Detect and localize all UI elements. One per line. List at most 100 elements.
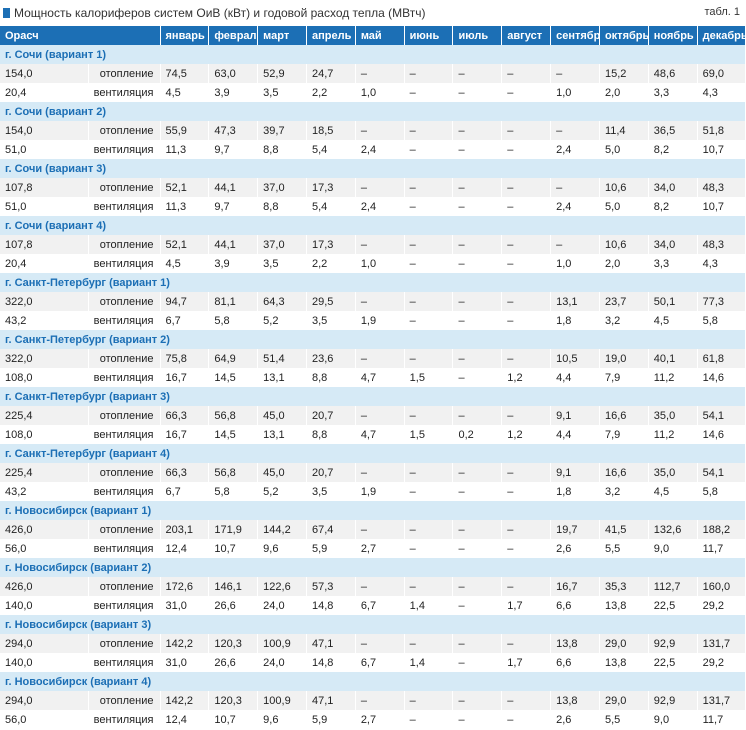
value-cell: – [355,520,405,539]
value-cell: 31,0 [160,596,210,615]
value-cell: 15,2 [599,64,649,83]
value-cell: – [404,292,454,311]
value-cell: 13,8 [550,691,600,710]
group-title: г. Санкт-Петербург (вариант 2) [0,330,746,349]
value-cell: 7,9 [599,425,649,444]
power-cell: 154,0 [0,64,89,83]
group-title: г. Новосибирск (вариант 1) [0,501,746,520]
value-cell: 131,7 [697,634,746,653]
value-cell: 2,4 [355,140,405,159]
value-cell: – [404,577,454,596]
value-cell: – [501,140,552,159]
system-type: вентиляция [88,539,161,558]
value-cell: 4,5 [160,254,210,273]
value-cell: 112,7 [648,577,698,596]
value-cell: 45,0 [257,406,307,425]
value-cell: 7,9 [599,368,649,387]
column-header: август [501,26,552,45]
value-cell: 3,3 [648,254,698,273]
data-row: 20,4 вентиляция 4,5 3,9 3,5 2,2 1,0– – –1,0 2,0 3,… [0,83,746,102]
value-cell: 9,7 [208,197,259,216]
value-cell: 18,5 [306,121,356,140]
data-row: 108,0 вентиляция 16,7 14,5 13,1 8,8 4,7 1,5 0,2 1… [0,425,746,444]
value-cell: 1,9 [355,311,405,330]
value-cell: 13,8 [550,634,600,653]
value-cell: 9,6 [257,539,307,558]
value-cell: 3,9 [208,83,259,102]
value-cell: 1,4 [404,596,454,615]
value-cell: – [501,235,552,254]
value-cell: 75,8 [160,349,210,368]
value-cell: 13,8 [599,653,649,672]
value-cell: 29,2 [697,596,746,615]
value-cell: 120,3 [208,634,259,653]
value-cell: – [452,482,503,501]
value-cell: 48,6 [648,64,698,83]
value-cell: 51,4 [257,349,307,368]
value-cell: 8,8 [306,425,356,444]
group-row: г. Сочи (вариант 1) [0,45,746,64]
data-row: 107,8 отопление 52,1 44,1 37,0 17,3– – – – –10,6 3… [0,178,746,197]
value-cell: 131,7 [697,691,746,710]
value-cell: 20,7 [306,406,356,425]
value-cell: 3,3 [648,83,698,102]
power-cell: 20,4 [0,254,89,273]
value-cell: 13,1 [257,368,307,387]
value-cell: 132,6 [648,520,698,539]
value-cell: 2,4 [550,197,600,216]
value-cell: – [404,311,454,330]
value-cell: – [452,121,503,140]
value-cell: – [550,235,600,254]
value-cell: 29,0 [599,634,649,653]
value-cell: 1,7 [501,596,552,615]
group-title: г. Санкт-Петербург (вариант 4) [0,444,746,463]
value-cell: 8,8 [306,368,356,387]
value-cell: 171,9 [208,520,259,539]
value-cell: 14,5 [208,368,259,387]
group-title: г. Санкт-Петербург (вариант 1) [0,273,746,292]
value-cell: – [404,140,454,159]
data-row: 140,0 вентиляция 31,0 26,6 24,0 14,8 6,7 1,4–1,… [0,596,746,615]
value-cell: 5,2 [257,311,307,330]
group-row: г. Сочи (вариант 2) [0,102,746,121]
value-cell: 3,2 [599,311,649,330]
value-cell: 1,0 [355,83,405,102]
group-row: г. Новосибирск (вариант 4) [0,672,746,691]
value-cell: 6,7 [355,653,405,672]
data-row: 108,0 вентиляция 16,7 14,5 13,1 8,8 4,7 1,5–1,2… [0,368,746,387]
system-type: вентиляция [88,83,161,102]
column-header: июль [452,26,503,45]
value-cell: – [404,349,454,368]
value-cell: 1,8 [550,482,600,501]
value-cell: – [452,349,503,368]
value-cell: 19,0 [599,349,649,368]
value-cell: 6,7 [160,311,210,330]
value-cell: – [501,710,552,729]
value-cell: 11,2 [648,425,698,444]
value-cell: 10,7 [697,140,746,159]
value-cell: 2,0 [599,254,649,273]
value-cell: 9,0 [648,710,698,729]
system-type: вентиляция [88,653,161,672]
column-header: апрель [306,26,356,45]
power-cell: 140,0 [0,596,89,615]
power-cell: 322,0 [0,292,89,311]
group-title: г. Новосибирск (вариант 2) [0,558,746,577]
value-cell: 36,5 [648,121,698,140]
table-title: Мощность калориферов систем ОиВ (кВт) и … [14,6,426,20]
value-cell: 34,0 [648,178,698,197]
value-cell: 2,4 [355,197,405,216]
value-cell: – [550,64,600,83]
power-cell: 56,0 [0,710,89,729]
value-cell: – [404,83,454,102]
value-cell: 50,1 [648,292,698,311]
value-cell: 144,2 [257,520,307,539]
value-cell: 11,7 [697,539,746,558]
value-cell: 31,0 [160,653,210,672]
value-cell: – [452,634,503,653]
value-cell: 14,8 [306,653,356,672]
value-cell: 2,6 [550,710,600,729]
value-cell: – [404,482,454,501]
value-cell: – [452,653,503,672]
value-cell: – [452,311,503,330]
